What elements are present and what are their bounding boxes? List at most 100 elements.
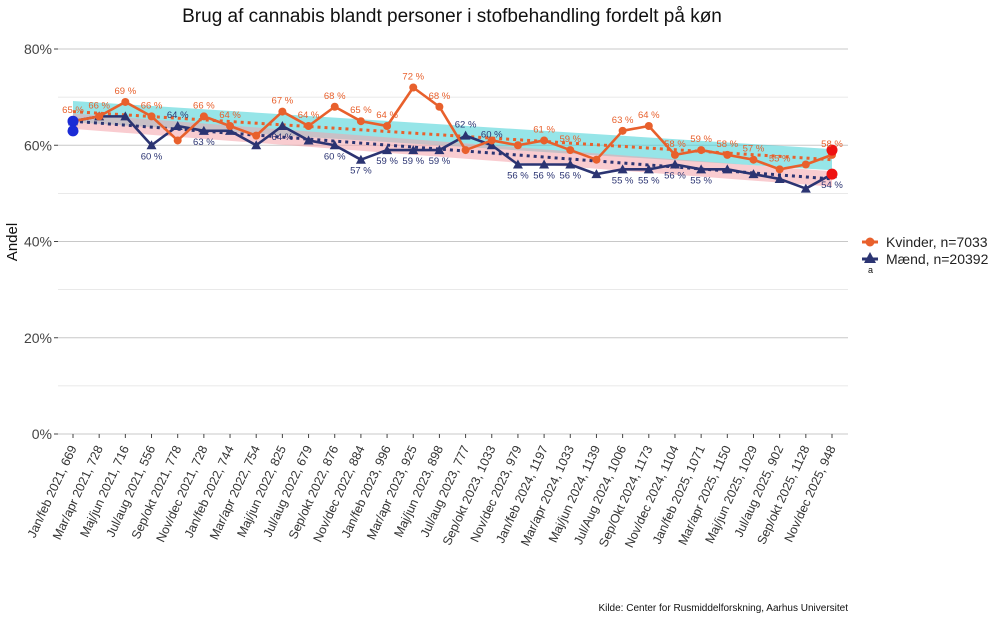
data-label-kvinder: 64 % <box>219 110 241 121</box>
marker-maend <box>146 140 157 150</box>
data-label-kvinder: 59 % <box>559 134 581 145</box>
marker-maend <box>722 164 733 174</box>
data-label-kvinder: 59 % <box>690 134 712 145</box>
marker-maend <box>486 140 497 150</box>
data-label-kvinder: 66 % <box>88 100 110 111</box>
marker-kvinder <box>670 150 679 159</box>
marker-kvinder <box>356 117 365 126</box>
marker-kvinder <box>540 136 549 145</box>
data-label-maend: 55 % <box>690 175 712 186</box>
data-label-kvinder: 64 % <box>638 110 660 121</box>
endpoint-last-maend <box>826 168 838 180</box>
y-tick-label: 40% <box>24 234 52 250</box>
data-label-maend: 56 % <box>559 171 581 182</box>
marker-kvinder <box>252 131 261 140</box>
marker-maend <box>251 140 262 150</box>
marker-kvinder <box>487 136 496 145</box>
data-label-maend: 62 % <box>455 120 477 131</box>
data-label-maend: 56 % <box>664 171 686 182</box>
data-label-kvinder: 63 % <box>612 115 634 126</box>
marker-maend <box>512 159 523 169</box>
legend-label-kvinder: Kvinder, n=7033 <box>886 234 988 250</box>
data-label-kvinder: 55 % <box>769 153 791 164</box>
marker-maend <box>303 135 314 145</box>
data-label-maend: 64 % <box>272 132 294 143</box>
marker-kvinder <box>644 122 653 130</box>
marker-maend <box>434 145 445 155</box>
data-label-maend: 60 % <box>481 129 503 140</box>
marker-kvinder <box>513 141 522 150</box>
series-line-kvinder <box>72 86 833 171</box>
marker-kvinder <box>801 160 810 169</box>
marker-maend <box>669 159 680 169</box>
data-label-kvinder: 69 % <box>115 86 137 97</box>
marker-maend <box>539 159 550 169</box>
y-axis-label: Andel <box>4 223 21 261</box>
marker-kvinder <box>383 122 392 130</box>
endpoint-first-kvinder <box>67 115 79 127</box>
data-label-maend: 56 % <box>533 171 555 182</box>
marker-maend <box>382 145 393 155</box>
marker-kvinder <box>749 155 758 164</box>
marker-maend <box>643 164 654 174</box>
data-label-kvinder: 68 % <box>429 91 451 102</box>
legend-note: a <box>868 265 873 275</box>
marker-maend <box>774 173 785 183</box>
data-label-maend: 63 % <box>193 137 215 148</box>
y-tick-label: 80% <box>24 41 52 57</box>
data-label-maend: 60 % <box>141 151 163 162</box>
data-label-maend: 64 % <box>167 110 189 121</box>
data-label-kvinder: 58 % <box>821 139 843 150</box>
legend-label-maend: Mænd, n=20392 <box>886 251 989 267</box>
legend: Kvinder, n=7033 Mænd, n=20392 a <box>862 234 989 275</box>
data-labels: 65 % 66 % 69 % 66 % 66 % 64 % 67 % 64 % 68 % 65 %… <box>62 72 843 192</box>
data-label-maend: 57 % <box>350 166 372 177</box>
data-label-kvinder: 58 % <box>716 139 738 150</box>
marker-maend <box>172 121 183 130</box>
series-markers <box>67 83 838 193</box>
marker-kvinder <box>461 146 470 155</box>
data-label-kvinder: 57 % <box>743 144 765 155</box>
marker-maend <box>565 159 576 169</box>
marker-kvinder <box>566 146 575 155</box>
legend-marker-maend <box>864 252 876 263</box>
endpoint-last-kvinder <box>826 144 838 156</box>
marker-kvinder <box>95 112 104 121</box>
marker-maend <box>748 169 759 179</box>
marker-kvinder <box>330 102 339 111</box>
marker-maend <box>329 140 340 150</box>
y-axis: 0% 20% 40% 60% 80% <box>24 41 58 442</box>
marker-kvinder <box>173 136 182 145</box>
endpoint-first-maend <box>67 125 79 137</box>
marker-kvinder <box>121 97 130 106</box>
data-label-kvinder: 61 % <box>533 124 555 135</box>
legend-marker-kvinder <box>865 237 875 247</box>
marker-kvinder <box>304 122 313 130</box>
data-label-kvinder: 67 % <box>272 96 294 107</box>
marker-kvinder <box>775 165 784 174</box>
marker-maend <box>120 111 131 121</box>
marker-maend <box>355 154 366 164</box>
marker-kvinder <box>147 112 156 121</box>
data-label-kvinder: 65 % <box>350 105 372 116</box>
source-note: Kilde: Center for Rusmiddelforskning, Aa… <box>598 603 848 614</box>
data-label-maend: 60 % <box>324 151 346 162</box>
chart-title: Brug af cannabis blandt personer i stofb… <box>182 6 722 27</box>
marker-maend <box>225 125 236 135</box>
data-label-kvinder: 66 % <box>193 100 215 111</box>
data-label-kvinder: 65 % <box>62 105 84 116</box>
data-label-kvinder: 58 % <box>664 139 686 150</box>
series-line-maend <box>72 115 833 190</box>
marker-kvinder <box>199 112 208 121</box>
data-label-maend: 54 % <box>821 180 843 191</box>
data-label-kvinder: 66 % <box>141 100 163 111</box>
data-label-kvinder: 72 % <box>402 72 424 83</box>
data-label-maend: 59 % <box>376 156 398 167</box>
gridlines <box>58 48 848 435</box>
data-label-maend: 59 % <box>402 156 424 167</box>
y-tick-label: 60% <box>24 137 52 153</box>
data-label-kvinder: 64 % <box>376 110 398 121</box>
y-tick-label: 0% <box>32 426 52 442</box>
